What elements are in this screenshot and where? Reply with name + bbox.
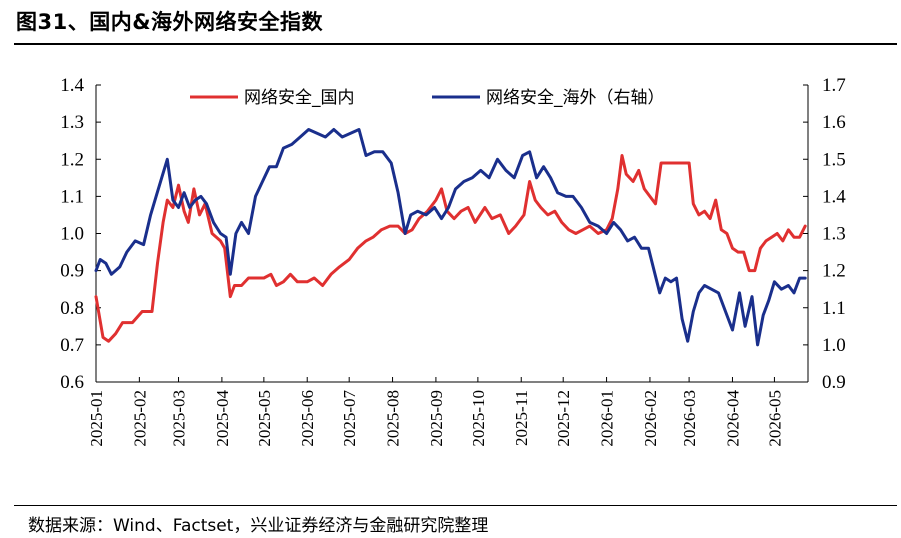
y-left-tick-label: 0.6 <box>60 372 84 393</box>
x-tick-label: 2025-09 <box>427 390 446 447</box>
x-tick-label: 2025-11 <box>512 390 531 446</box>
y-left-tick-label: 1.4 <box>60 75 84 96</box>
chart: 0.6 0.7 0.8 0.9 1.0 1.1 1.2 1.3 1.4 0.9 1.0 1.1 1.2 1… <box>60 75 846 447</box>
title-divider <box>14 43 897 45</box>
x-tick-label: 2025-07 <box>340 390 359 447</box>
legend-overseas-label: 网络安全_海外（右轴） <box>486 88 665 108</box>
x-tick-label: 2025-01 <box>87 390 106 447</box>
x-tick-label: 2026-03 <box>680 390 699 447</box>
y-left-tick-label: 0.7 <box>60 335 84 356</box>
y-left-tick-label: 1.0 <box>60 224 84 245</box>
x-tick-label: 2025-08 <box>384 390 403 447</box>
y-left-tick-label: 1.2 <box>60 149 84 170</box>
x-tick-label: 2025-05 <box>255 390 274 447</box>
legend-domestic-label: 网络安全_国内 <box>244 88 355 108</box>
x-tick-label: 2025-10 <box>469 390 488 447</box>
y-right-tick-label: 0.9 <box>822 372 846 393</box>
y-right-tick-label: 1.3 <box>822 224 846 245</box>
x-tick-label: 2026-01 <box>598 390 617 447</box>
y-right-tick-label: 1.4 <box>822 186 846 207</box>
source-note: 数据来源：Wind、Factset，兴业证券经济与金融研究院整理 <box>28 516 489 536</box>
footer-divider <box>14 505 897 506</box>
x-tick-label: 2025-04 <box>213 390 232 447</box>
y-right-tick-label: 1.7 <box>822 75 846 96</box>
x-tick-label: 2026-02 <box>641 390 660 447</box>
y-left-tick-label: 1.1 <box>60 186 84 207</box>
x-tick-label: 2026-04 <box>723 390 742 447</box>
y-left-tick-label: 0.8 <box>60 298 84 319</box>
page-title: 图31、国内&海外网络安全指数 <box>16 10 324 34</box>
x-tick-label: 2026-05 <box>765 390 784 447</box>
x-tick-label: 2025-12 <box>554 390 573 447</box>
series-line-domestic <box>94 154 807 343</box>
y-right-tick-label: 1.0 <box>822 335 846 356</box>
y-right-tick-label: 1.1 <box>822 298 846 319</box>
series-line-overseas <box>94 128 807 347</box>
x-tick-label: 2025-02 <box>130 390 149 447</box>
x-tick-label: 2025-03 <box>170 390 189 447</box>
x-tick-label: 2025-06 <box>298 390 317 447</box>
y-left-tick-label: 1.3 <box>60 112 84 133</box>
y-right-tick-label: 1.2 <box>822 261 846 282</box>
y-right-tick-label: 1.6 <box>822 112 846 133</box>
y-left-tick-label: 0.9 <box>60 261 84 282</box>
y-right-tick-label: 1.5 <box>822 149 846 170</box>
